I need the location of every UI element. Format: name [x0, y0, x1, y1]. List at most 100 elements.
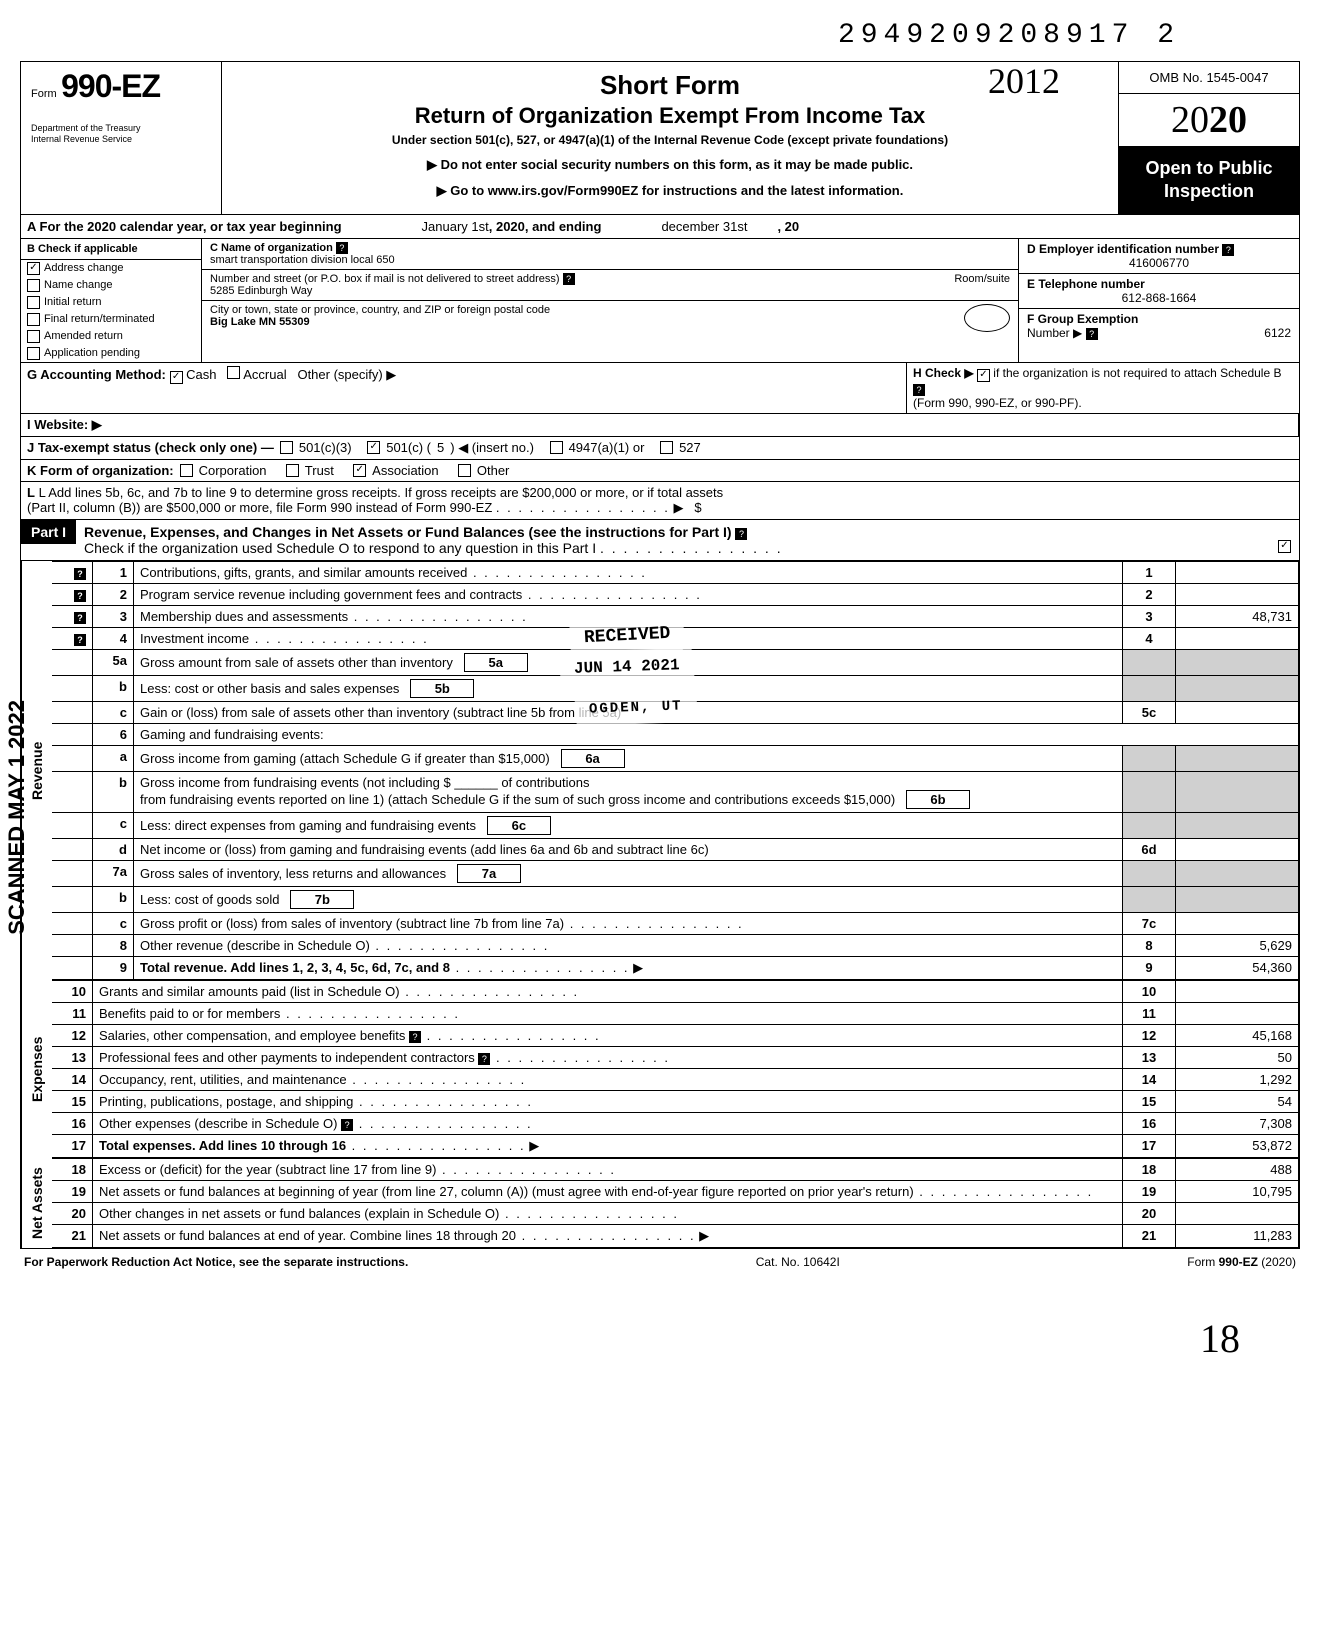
open-public-2: Inspection	[1123, 180, 1295, 203]
j-501c: 501(c) (	[386, 440, 431, 455]
label-name-change: Name change	[44, 279, 113, 291]
city-value: Big Lake MN 55309	[210, 316, 310, 328]
label-app-pending: Application pending	[44, 347, 140, 359]
part1-title: Revenue, Expenses, and Changes in Net As…	[84, 524, 732, 540]
h-sub: (Form 990, 990-EZ, or 990-PF).	[913, 396, 1082, 410]
col-b-title: B Check if applicable	[27, 243, 138, 255]
d-label: D Employer identification number	[1027, 242, 1219, 256]
h-text: if the organization is not required to a…	[993, 366, 1281, 380]
f-label2: Number ▶	[1027, 326, 1082, 340]
check-other-org[interactable]	[458, 464, 471, 477]
j-insert: 5	[437, 440, 444, 455]
instruction-url: ▶ Go to www.irs.gov/Form990EZ for instru…	[242, 183, 1098, 199]
short-form-title: Short Form	[242, 70, 1098, 101]
check-final-return[interactable]	[27, 313, 40, 326]
help-icon[interactable]: ?	[735, 528, 747, 540]
netassets-side-label: Net Assets	[21, 1158, 52, 1248]
check-amended[interactable]	[27, 330, 40, 343]
check-accrual[interactable]	[227, 366, 240, 379]
form-number: 990-EZ	[61, 68, 160, 104]
part1-label: Part I	[21, 520, 76, 544]
check-name-change[interactable]	[27, 279, 40, 292]
j-4947: 4947(a)(1) or	[569, 440, 645, 455]
stamp-date: JUN 14 2021	[559, 648, 694, 687]
k-label: K Form of organization:	[27, 463, 174, 478]
k-other: Other	[477, 463, 510, 478]
c-city-label: City or town, state or province, country…	[210, 304, 550, 316]
j-501c-b: ) ◀ (insert no.)	[450, 440, 534, 456]
row-a-prefix: A For the 2020 calendar year, or tax yea…	[27, 219, 342, 234]
dept-irs: Internal Revenue Service	[31, 134, 211, 145]
check-schedule-b[interactable]	[977, 369, 990, 382]
check-501c3[interactable]	[280, 441, 293, 454]
oval-mark	[964, 304, 1010, 332]
dln-number: 2949209208917 2	[20, 20, 1300, 51]
omb-number: OMB No. 1545-0047	[1119, 62, 1299, 94]
footer-left: For Paperwork Reduction Act Notice, see …	[24, 1255, 408, 1269]
row-a-suffix: , 20	[777, 219, 799, 234]
j-527: 527	[679, 440, 701, 455]
check-assoc[interactable]	[353, 464, 366, 477]
j-501c3: 501(c)(3)	[299, 440, 352, 455]
ein-value: 416006770	[1027, 256, 1291, 270]
stamp-ogden: OGDEN, UT	[574, 690, 697, 726]
j-label: J Tax-exempt status (check only one) —	[27, 440, 274, 455]
check-corp[interactable]	[180, 464, 193, 477]
g-label: G Accounting Method:	[27, 367, 166, 382]
k-corp: Corporation	[199, 463, 267, 478]
accrual-label: Accrual	[243, 367, 286, 382]
group-exemption-value: 6122	[1264, 326, 1291, 340]
phone-value: 612-868-1664	[1027, 291, 1291, 305]
row-a-begin: January 1st	[422, 219, 489, 234]
form-year: 2020	[1119, 94, 1299, 147]
check-app-pending[interactable]	[27, 347, 40, 360]
i-label: I Website: ▶	[27, 417, 102, 433]
org-name: smart transportation division local 650	[210, 254, 395, 266]
k-trust: Trust	[305, 463, 334, 478]
label-amended: Amended return	[44, 330, 123, 342]
check-527[interactable]	[660, 441, 673, 454]
dept-treasury: Department of the Treasury	[31, 123, 211, 134]
label-final-return: Final return/terminated	[44, 313, 155, 325]
expenses-side-label: Expenses	[21, 980, 52, 1158]
check-501c[interactable]	[367, 441, 380, 454]
revenue-side-label: Revenue	[21, 561, 52, 980]
help-icon[interactable]: ?	[1222, 244, 1234, 256]
handwritten-year: 2012	[988, 60, 1060, 102]
form-prefix: Form	[31, 88, 57, 100]
h-label: H Check ▶	[913, 366, 974, 380]
l-arrow: ▶	[674, 500, 684, 515]
footer-right: Form 990-EZ (2020)	[1187, 1255, 1296, 1269]
l-dollar: $	[694, 500, 701, 515]
check-schedule-o[interactable]	[1278, 540, 1291, 553]
check-address-change[interactable]	[27, 262, 40, 275]
under-section: Under section 501(c), 527, or 4947(a)(1)…	[242, 133, 1098, 147]
room-suite-label: Room/suite	[954, 273, 1010, 297]
cash-label: Cash	[186, 367, 216, 382]
help-icon[interactable]: ?	[563, 273, 575, 285]
row-a-mid: , 2020, and ending	[489, 219, 602, 234]
c-name-label: C Name of organization	[210, 242, 333, 254]
part1-check-line: Check if the organization used Schedule …	[84, 540, 596, 556]
page-number-handwritten: 18	[20, 1315, 1300, 1362]
check-initial-return[interactable]	[27, 296, 40, 309]
footer-mid: Cat. No. 10642I	[756, 1255, 840, 1269]
k-assoc: Association	[372, 463, 438, 478]
check-trust[interactable]	[286, 464, 299, 477]
row-a-end: december 31st	[661, 219, 747, 234]
street-value: 5285 Edinburgh Way	[210, 285, 312, 297]
check-4947[interactable]	[550, 441, 563, 454]
help-icon[interactable]: ?	[336, 242, 348, 254]
check-cash[interactable]	[170, 371, 183, 384]
l-line1: L Add lines 5b, 6c, and 7b to line 9 to …	[39, 485, 724, 500]
l-line2: (Part II, column (B)) are $500,000 or mo…	[27, 500, 492, 515]
help-icon[interactable]: ?	[1086, 328, 1098, 340]
c-street-label: Number and street (or P.O. box if mail i…	[210, 273, 560, 285]
f-label1: F Group Exemption	[1027, 312, 1138, 326]
label-initial-return: Initial return	[44, 296, 101, 308]
open-public-1: Open to Public	[1123, 157, 1295, 180]
return-title: Return of Organization Exempt From Incom…	[242, 103, 1098, 129]
help-icon[interactable]: ?	[913, 384, 925, 396]
label-address-change: Address change	[44, 262, 124, 274]
instruction-ssn: ▶ Do not enter social security numbers o…	[242, 157, 1098, 173]
